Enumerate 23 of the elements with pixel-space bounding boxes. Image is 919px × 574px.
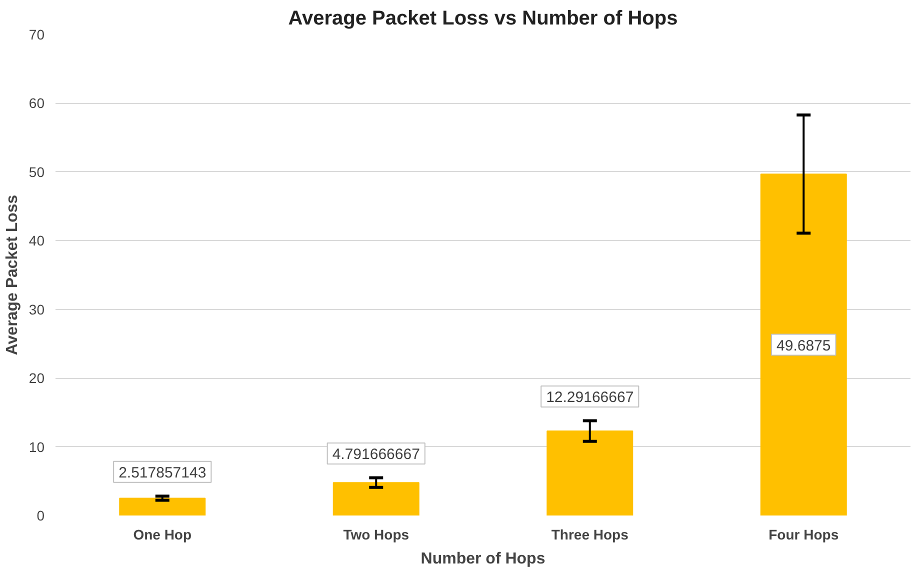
data-label: 12.29166667 — [546, 388, 634, 406]
data-label: 2.517857143 — [118, 464, 206, 482]
y-axis-title: Average Packet Loss — [4, 194, 21, 356]
bar — [119, 498, 206, 516]
data-label: 4.791666667 — [332, 446, 420, 464]
data-label: 49.6875 — [776, 337, 831, 354]
x-tick-label: Four Hops — [768, 526, 839, 542]
y-tick-label: 30 — [28, 301, 45, 318]
x-tick-label: One Hop — [133, 526, 192, 542]
y-tick-label: 60 — [28, 95, 45, 112]
bar — [760, 174, 847, 516]
y-tick-label: 50 — [28, 164, 45, 180]
y-tick-label: 40 — [28, 232, 45, 249]
bar — [546, 430, 634, 516]
y-tick-label: 70 — [28, 26, 45, 42]
y-tick-label: 10 — [28, 438, 45, 455]
y-tick-label: 20 — [28, 370, 45, 386]
bar — [332, 482, 420, 516]
x-axis-title: Number of Hops — [420, 550, 546, 568]
x-tick-label: Two Hops — [343, 526, 410, 542]
y-tick-label: 0 — [36, 508, 45, 524]
x-tick-label: Three Hops — [551, 526, 629, 542]
chart-title: Average Packet Loss vs Number of Hops — [288, 8, 678, 30]
